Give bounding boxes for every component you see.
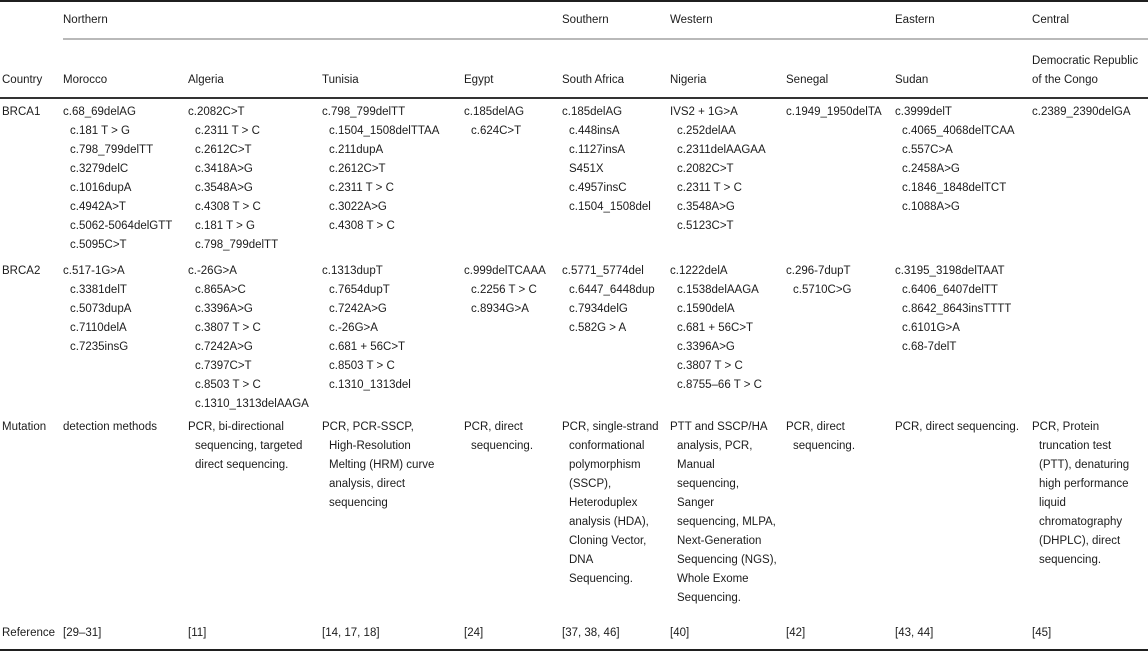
cell-methods-nigeria: PTT and SSCP/HA analysis, PCR, Manual se… [670, 421, 777, 604]
region-central: Central [1032, 1, 1148, 40]
brca1-row-label: BRCA1 [2, 106, 41, 118]
cell-methods-sudan: PCR, direct sequencing. [895, 421, 1020, 433]
country-header-row: Country Morocco Algeria Tunisia Egypt So… [0, 39, 1148, 99]
cell-methods-senegal: PCR, direct sequencing. [786, 421, 856, 452]
cell-methods-drc: PCR, Protein truncation test (PTT), dena… [1032, 421, 1130, 566]
cell-brca2-tunisia: c.1313dupT c.7654dupT c.7242A>G c.-26G>A… [322, 265, 411, 391]
cell-methods-morocco: detection methods [63, 421, 157, 433]
cell-brca2-south-africa: c.5771_5774del c.6447_6448dup c.7934delG… [562, 265, 655, 334]
country-south-africa: South Africa [562, 39, 670, 99]
cell-brca1-drc: c.2389_2390delGA [1032, 106, 1131, 118]
cell-brca1-egypt: c.185delAG c.624C>T [464, 106, 525, 137]
cell-methods-algeria: PCR, bi-directional sequencing, targeted… [188, 421, 303, 471]
region-southern: Southern [562, 1, 670, 40]
cell-methods-egypt: PCR, direct sequencing. [464, 421, 534, 452]
country-sudan: Sudan [895, 39, 1033, 99]
cell-methods-tunisia: PCR, PCR-SSCP, High-Resolution Melting (… [322, 421, 435, 509]
corner-cell [0, 1, 63, 39]
region-eastern: Eastern [895, 1, 1033, 40]
cell-brca1-sudan: c.3999delT c.4065_4068delTCAA c.557C>A c… [895, 106, 1015, 213]
cell-brca2-egypt: c.999delTCAAA c.2256 T > C c.8934G>A [464, 265, 546, 315]
cell-brca2-nigeria: c.1222delA c.1538delAAGA c.1590delA c.68… [670, 265, 762, 391]
country-senegal: Senegal [786, 39, 896, 99]
country-algeria: Algeria [188, 39, 322, 99]
brca1-row: BRCA1 c.68_69delAG c.181 T > G c.798_799… [0, 98, 1148, 258]
country-egypt: Egypt [464, 39, 562, 99]
cell-methods-south-africa: PCR, single-strand conformational polymo… [562, 421, 659, 585]
cell-brca2-algeria: c.-26G>A c.865A>C c.3396A>G c.3807 T > C… [188, 265, 309, 410]
country-row-label: Country [0, 39, 63, 99]
region-western: Western [670, 1, 896, 40]
cell-brca1-senegal: c.1949_1950delTA [786, 106, 882, 118]
cell-brca2-sudan: c.3195_3198delTAAT c.6406_6407delTT c.86… [895, 265, 1012, 353]
cell-brca2-drc [1032, 258, 1148, 414]
cell-brca1-morocco: c.68_69delAG c.181 T > G c.798_799delTT … [63, 106, 173, 251]
mutation-detection-methods-row: Mutation detection methods PCR, bi-direc… [0, 414, 1148, 618]
cell-brca2-senegal: c.296-7dupT c.5710C>G [786, 265, 852, 296]
cell-brca1-south-africa: c.185delAG c.448insA c.1127insA S451X c.… [562, 106, 651, 213]
region-northern: Northern [63, 1, 562, 40]
country-tunisia: Tunisia [322, 39, 464, 99]
cell-brca1-tunisia: c.798_799delTT c.1504_1508delTTAA c.211d… [322, 106, 440, 232]
methods-row-label: Mutation [2, 421, 47, 433]
country-drc: Democratic Republic of the Congo [1032, 39, 1148, 99]
cell-brca1-nigeria: IVS2 + 1G>A c.252delAA c.2311delAAGAA c.… [670, 106, 766, 232]
region-header-row: Northern Southern Western Eastern Centra… [0, 1, 1148, 40]
cell-brca1-algeria: c.2082C>T c.2311 T > C c.2612C>T c.3418A… [188, 106, 279, 251]
brca2-row: BRCA2 c.517-1G>A c.3381delT c.5073dupA c… [0, 258, 1148, 414]
brca2-row-label: BRCA2 [2, 265, 41, 277]
country-morocco: Morocco [63, 39, 188, 99]
cell-brca2-morocco: c.517-1G>A c.3381delT c.5073dupA c.7110d… [63, 265, 132, 353]
country-nigeria: Nigeria [670, 39, 786, 99]
